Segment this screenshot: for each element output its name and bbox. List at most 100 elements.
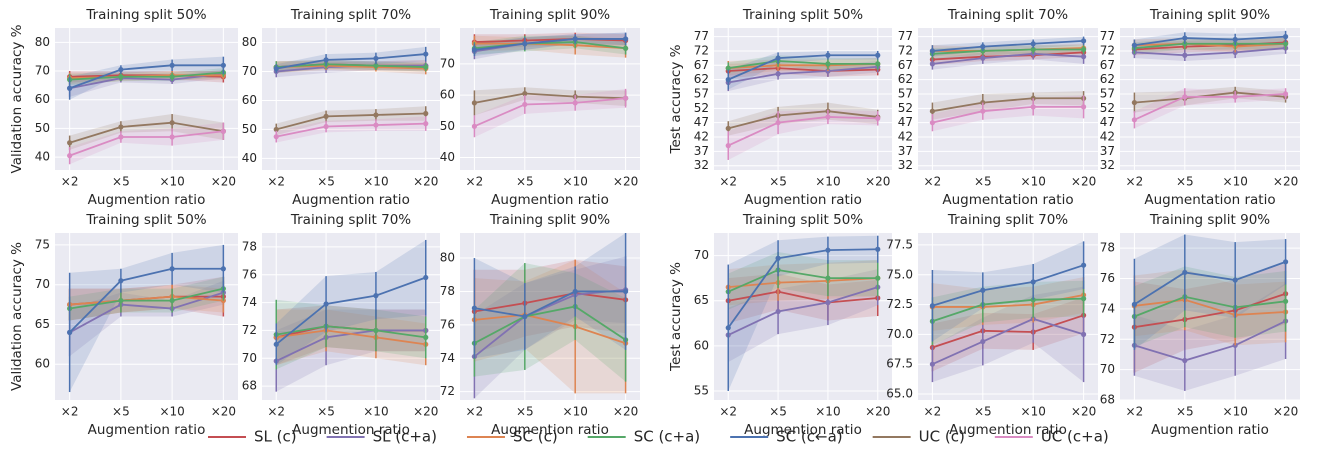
marker: [471, 47, 477, 53]
error-band: [1134, 263, 1286, 373]
y-tick-label: 70: [35, 277, 50, 291]
marker: [1081, 46, 1087, 53]
y-tick-label: 74: [242, 295, 257, 309]
error-band: [1134, 42, 1286, 61]
error-band: [932, 280, 1084, 346]
marker: [471, 305, 477, 311]
marker: [423, 274, 429, 281]
series-line: [727, 248, 878, 329]
y-tick-label: 42: [898, 130, 913, 144]
marker: [980, 55, 986, 61]
marker: [522, 101, 528, 108]
y-tick-label: 62: [1100, 72, 1115, 86]
y-tick-label: 74: [440, 351, 455, 365]
series-line: [1134, 42, 1286, 49]
x-tick-label: ×20: [211, 405, 236, 419]
y-tick-label: 47: [898, 115, 913, 129]
series-line: [1134, 298, 1286, 316]
marker: [423, 121, 429, 127]
subplot-title: Training split 50%: [742, 212, 863, 228]
marker: [623, 36, 629, 42]
x-tick-label: ×5: [516, 175, 534, 189]
y-tick-label: 78: [440, 284, 455, 298]
x-tick-label: ×2: [1126, 175, 1144, 189]
series-line: [728, 290, 878, 304]
y-tick-label: 50: [35, 121, 50, 135]
error-band: [728, 251, 878, 310]
y-tick-label: 42: [1100, 130, 1115, 144]
x-tick-label: ×20: [413, 405, 438, 419]
series-line: [727, 286, 879, 336]
marker: [929, 61, 936, 67]
marker: [1081, 331, 1087, 337]
y-tick-label: 50: [440, 119, 455, 133]
y-tick-label: 75.0: [886, 267, 913, 281]
y-tick-label: 80: [35, 35, 50, 49]
series-line: [69, 64, 224, 90]
y-tick-label: 60: [694, 338, 709, 352]
legend-label: SL (c): [254, 428, 297, 446]
y-tick-label: 60: [35, 357, 50, 371]
marker: [572, 288, 578, 295]
x-tick-label: ×20: [1273, 405, 1298, 419]
y-tick-label: 57: [694, 86, 709, 100]
x-axis-label: Augmention ratio: [491, 192, 609, 208]
series-line: [727, 54, 878, 81]
marker: [875, 115, 881, 121]
series-line: [474, 292, 626, 313]
marker: [118, 297, 124, 304]
x-tick-label: ×5: [516, 405, 534, 419]
x-tick-label: ×2: [267, 405, 285, 419]
error-band: [69, 244, 224, 393]
series-line: [474, 313, 626, 345]
y-tick-label: 47: [694, 115, 709, 129]
marker: [725, 65, 731, 71]
marker: [1030, 46, 1036, 53]
legend-label: SC (c←a): [776, 428, 842, 446]
marker: [1030, 51, 1036, 57]
y-tick-label: 47: [1100, 115, 1115, 129]
y-tick-label: 65: [694, 293, 709, 307]
marker: [118, 74, 124, 80]
marker: [373, 55, 379, 62]
series-line: [932, 317, 1084, 366]
series-line: [69, 295, 224, 306]
x-tick-label: ×10: [1021, 405, 1046, 419]
error-band: [69, 56, 224, 100]
series-line: [69, 130, 224, 157]
plot-background: [55, 28, 238, 170]
error-band: [932, 95, 1084, 132]
marker: [118, 66, 124, 73]
error-band: [728, 60, 878, 92]
marker: [623, 288, 629, 295]
subplot-title: Training split 50%: [742, 7, 863, 23]
error-band: [276, 305, 426, 366]
y-tick-label: 52: [898, 101, 913, 115]
y-tick-label: 52: [694, 101, 709, 115]
subplot-title: Training split 90%: [1149, 7, 1270, 23]
y-tick-label: 78: [1100, 241, 1115, 255]
marker: [1131, 301, 1137, 307]
y-axis-label: Test accuracy %: [668, 44, 684, 154]
y-tick-label: 67: [694, 58, 709, 72]
error-band: [1134, 30, 1286, 51]
series-line: [727, 116, 878, 147]
series-line: [69, 291, 224, 334]
series-line: [276, 112, 426, 131]
marker: [67, 153, 73, 159]
marker: [323, 57, 329, 63]
marker: [323, 123, 329, 130]
y-tick-label: 76: [1100, 271, 1115, 285]
subplot-title: Training split 70%: [947, 7, 1068, 23]
series-line: [276, 53, 426, 70]
legend-label: SC (c): [513, 428, 558, 446]
x-tick-label: ×20: [1071, 175, 1096, 189]
marker: [1182, 52, 1188, 58]
y-tick-label: 37: [1100, 144, 1115, 158]
subplot: 68 70 72 74 76 78 ×2 ×5 ×10 ×20 Training split 90%…: [1100, 212, 1300, 438]
error-band: [932, 297, 1084, 372]
marker: [220, 266, 226, 272]
marker: [1182, 94, 1188, 100]
marker: [775, 55, 781, 61]
